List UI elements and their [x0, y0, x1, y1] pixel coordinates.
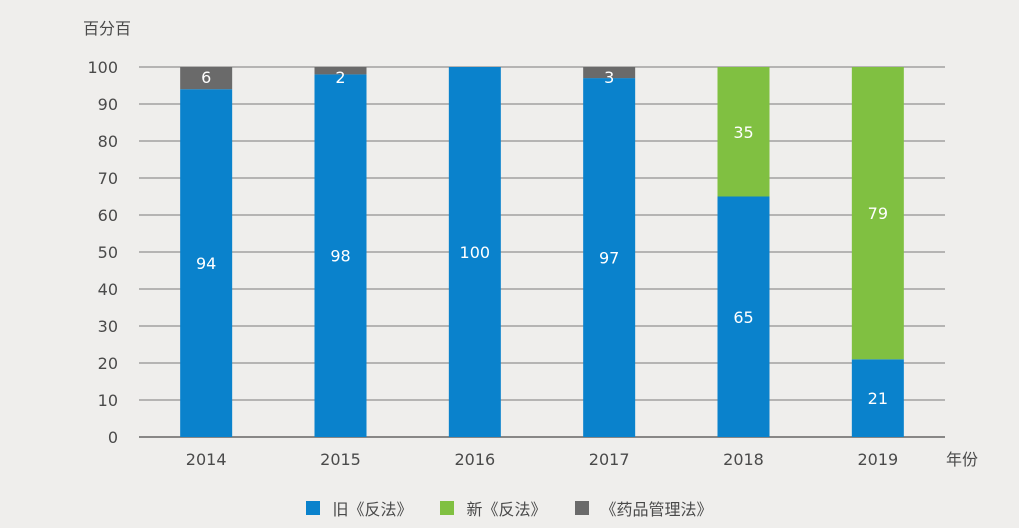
gridlines [139, 66, 945, 438]
x-tick-label: 2014 [186, 450, 227, 469]
legend-label: 《药品管理法》 [600, 500, 713, 519]
y-tick-label: 40 [98, 280, 118, 299]
x-tick-label: 2016 [454, 450, 495, 469]
bar-value-label: 3 [604, 68, 614, 87]
bar-value-label: 97 [599, 249, 619, 268]
bar-segment [717, 67, 770, 197]
bar-segment [717, 196, 770, 437]
y-tick-label: 10 [98, 391, 118, 410]
bar-value-label: 21 [868, 389, 888, 408]
x-axis-title: 年份 [946, 450, 978, 469]
bar-segment [851, 67, 904, 360]
y-tick-label: 0 [108, 428, 118, 447]
y-tick-label: 100 [87, 58, 118, 77]
bar-segment [583, 67, 636, 79]
bar-value-label: 94 [196, 254, 216, 273]
legend-item: 旧《反法》 [306, 496, 412, 520]
x-tick-label: 2015 [320, 450, 361, 469]
legend-swatch [306, 501, 321, 515]
bar-segment [314, 74, 367, 438]
bar-value-label: 6 [201, 68, 211, 87]
x-tick-labels: 2014 2015 2016 2017 2018 2019 [186, 450, 898, 469]
bar-segment [448, 67, 501, 437]
bar-segment [180, 89, 233, 437]
legend-label: 新《反法》 [466, 500, 547, 519]
y-tick-label: 30 [98, 317, 118, 336]
bar-value-label: 98 [330, 247, 350, 266]
y-axis-title: 百分百 [83, 19, 131, 38]
legend-swatch [440, 501, 455, 515]
x-tick-label: 2018 [723, 450, 764, 469]
x-tick-label: 2019 [857, 450, 898, 469]
bar-value-label: 2 [335, 68, 345, 87]
y-tick-label: 90 [98, 95, 118, 114]
legend-swatch [574, 501, 589, 515]
bar-segment [851, 359, 904, 437]
x-tick-label: 2017 [589, 450, 630, 469]
bar-value-label: 65 [733, 308, 753, 327]
bars: 94 6 98 2 100 97 3 65 35 21 79 [180, 67, 904, 438]
y-tick-labels: 0 10 20 30 40 50 60 70 80 90 100 [87, 58, 118, 447]
bar-value-label: 35 [733, 123, 753, 142]
bar-value-label: 100 [460, 243, 491, 262]
y-tick-label: 60 [98, 206, 118, 225]
y-tick-label: 70 [98, 169, 118, 188]
bar-segment [583, 78, 636, 437]
y-tick-label: 50 [98, 243, 118, 262]
legend-item: 新《反法》 [440, 496, 547, 520]
stacked-bar-chart: 百分百 0 10 20 30 40 50 60 70 80 90 100 94 6 98 2 100 97 3 6… [83, 19, 978, 469]
y-tick-label: 20 [98, 354, 118, 373]
legend: 旧《反法》 新《反法》 《药品管理法》 [0, 496, 1019, 520]
legend-item: 《药品管理法》 [574, 496, 713, 520]
bar-segment [180, 67, 233, 90]
bar-value-label: 79 [868, 204, 888, 223]
legend-label: 旧《反法》 [332, 500, 413, 519]
y-tick-label: 80 [98, 132, 118, 151]
bar-segment [314, 67, 367, 75]
